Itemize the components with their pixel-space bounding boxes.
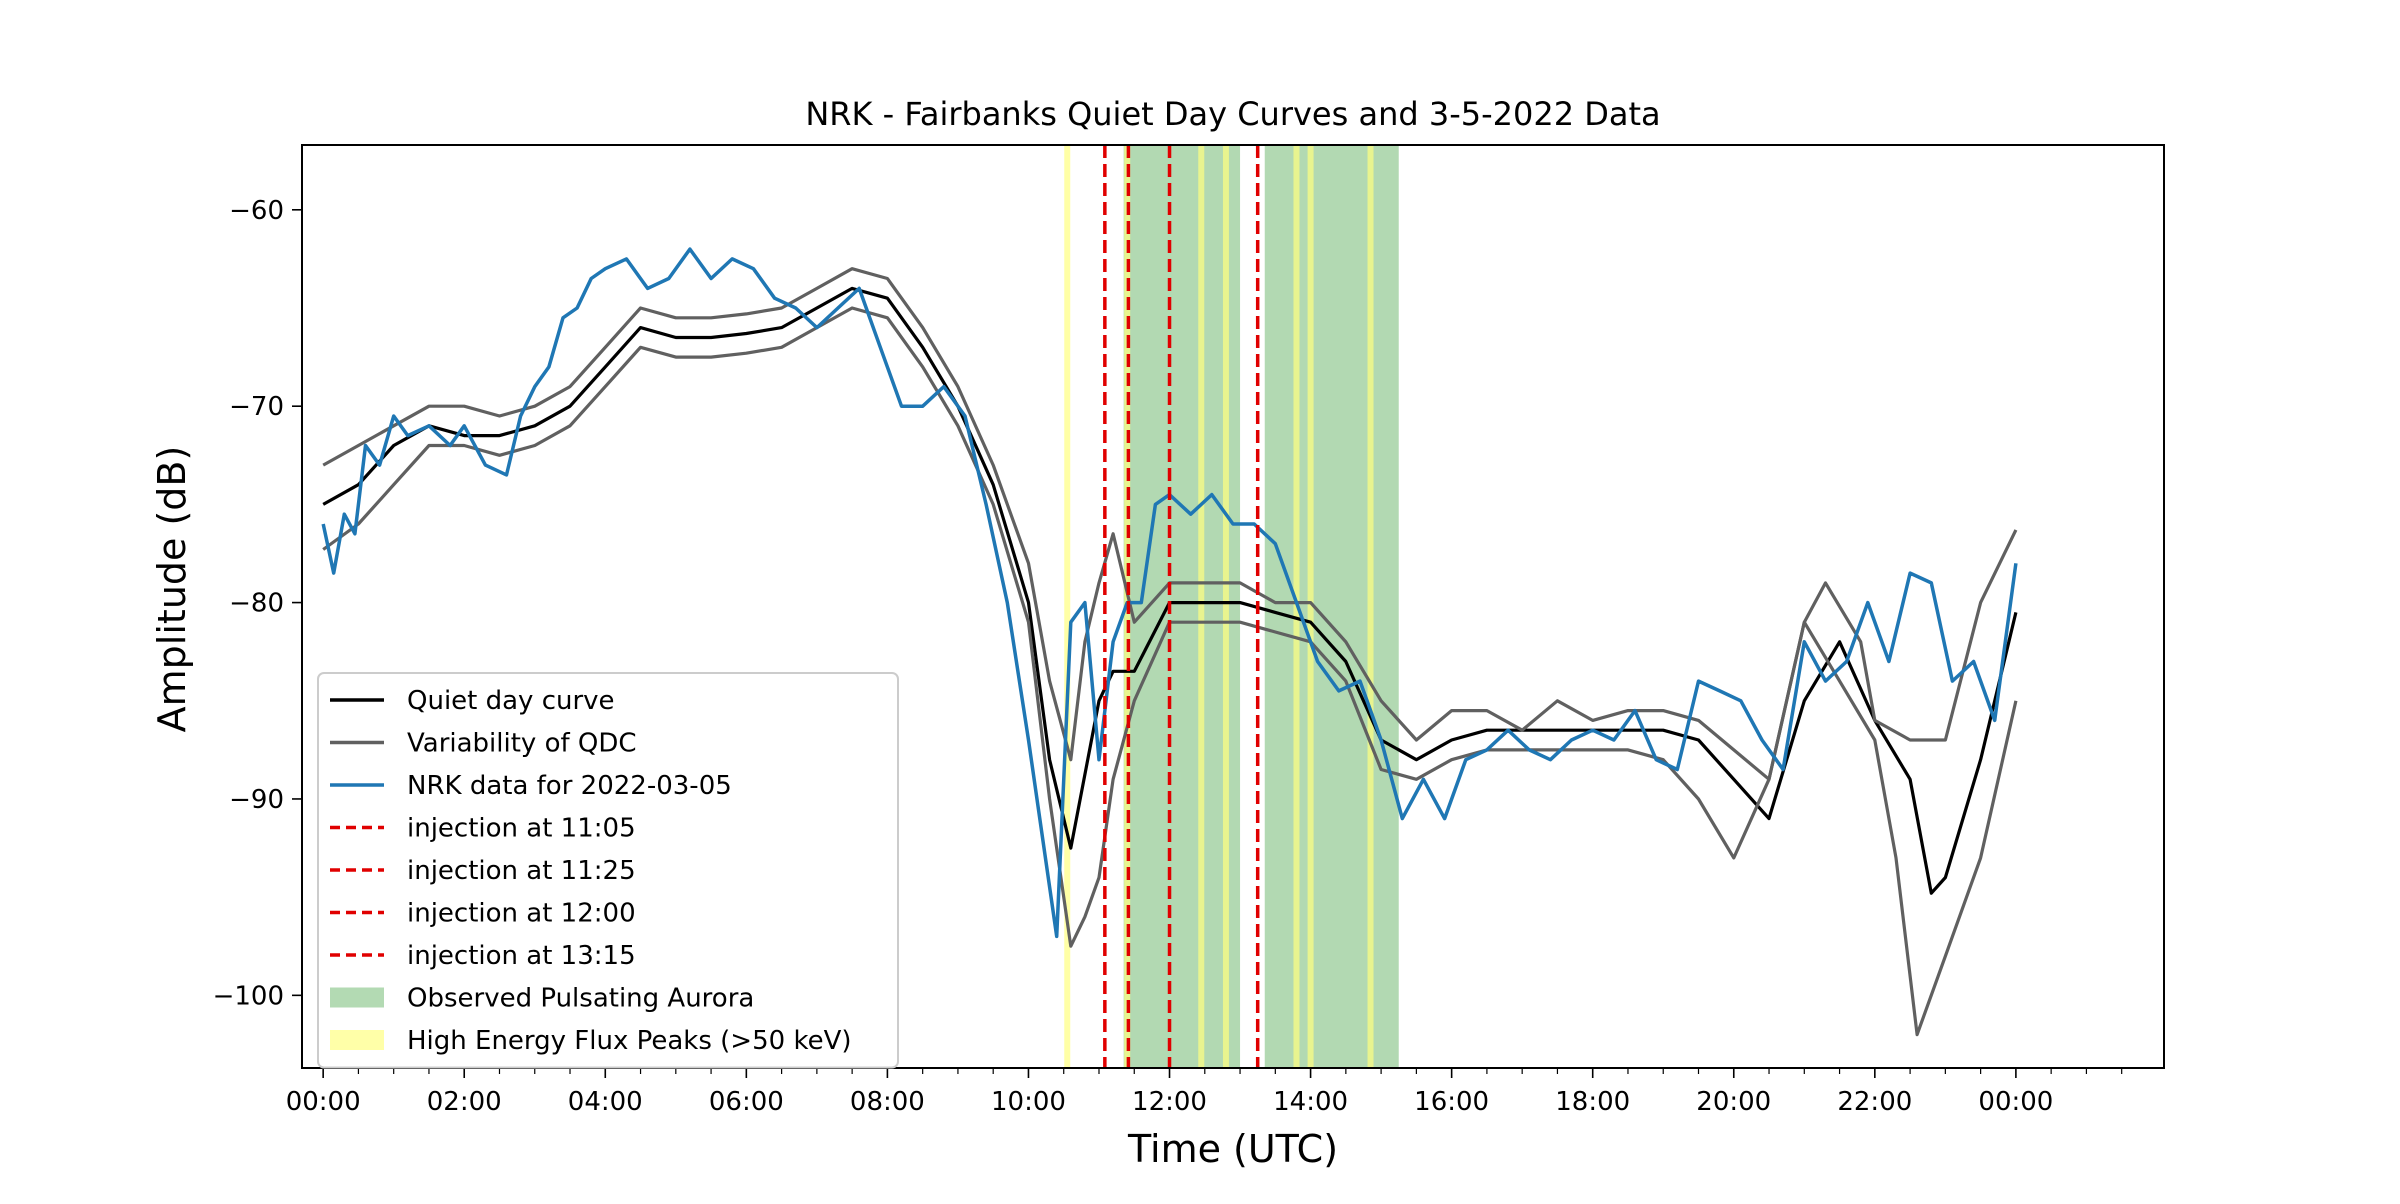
legend-label: injection at 13:15 bbox=[407, 941, 636, 971]
series-line bbox=[322, 286, 2018, 895]
x-tick-label: 16:00 bbox=[1414, 1087, 1489, 1117]
x-tick-label: 18:00 bbox=[1555, 1087, 1630, 1117]
x-tick-label: 20:00 bbox=[1696, 1087, 1771, 1117]
legend-label: High Energy Flux Peaks (>50 keV) bbox=[407, 1026, 852, 1056]
legend-label: Observed Pulsating Aurora bbox=[407, 984, 754, 1014]
legend-label: injection at 11:25 bbox=[407, 856, 636, 886]
x-tick-label: 00:00 bbox=[286, 1087, 361, 1117]
aurora-span bbox=[1264, 145, 1399, 1068]
series-line bbox=[322, 306, 2018, 1037]
legend-swatch bbox=[330, 987, 384, 1008]
flux-peak-band bbox=[1222, 145, 1229, 1068]
x-tick-label: 22:00 bbox=[1837, 1087, 1912, 1117]
y-tick-label: −90 bbox=[229, 785, 284, 815]
legend-label: injection at 11:05 bbox=[407, 814, 636, 844]
legend-label: NRK data for 2022-03-05 bbox=[407, 771, 732, 801]
x-tick-label: 06:00 bbox=[709, 1087, 784, 1117]
legend-box bbox=[317, 672, 899, 1069]
chart-title: NRK - Fairbanks Quiet Day Curves and 3-5… bbox=[805, 95, 1660, 133]
x-tick-label: 00:00 bbox=[1978, 1087, 2053, 1117]
y-axis-label: Amplitude (dB) bbox=[150, 446, 194, 733]
y-tick-label: −60 bbox=[229, 196, 284, 226]
flux-peak-band bbox=[1064, 145, 1071, 1068]
y-tick-label: −100 bbox=[213, 981, 284, 1011]
flux-peak-band bbox=[1307, 145, 1314, 1068]
legend-label: Quiet day curve bbox=[407, 686, 615, 716]
injection-lines bbox=[1103, 145, 1260, 1068]
flux-peak-band bbox=[1367, 145, 1374, 1068]
legend-swatch bbox=[330, 1030, 384, 1050]
x-tick-label: 12:00 bbox=[1132, 1087, 1207, 1117]
legend: Quiet day curve Variability of QDC NRK dat… bbox=[317, 672, 899, 1069]
x-tick-label: 10:00 bbox=[991, 1087, 1066, 1117]
x-tick-label: 02:00 bbox=[427, 1087, 502, 1117]
x-tick-label: 04:00 bbox=[568, 1087, 643, 1117]
flux-peak-band bbox=[1198, 145, 1205, 1068]
aurora-span bbox=[1123, 145, 1241, 1068]
legend-label: Variability of QDC bbox=[407, 729, 637, 759]
legend-label: injection at 12:00 bbox=[407, 899, 636, 929]
x-tick-label: 08:00 bbox=[850, 1087, 925, 1117]
axes: 00:00 02:00 04:00 06:00 08:00 10:00 12:00 14:00… bbox=[213, 144, 2165, 1117]
plot-frame bbox=[301, 144, 2165, 1069]
shaded-bands bbox=[1064, 145, 1399, 1068]
series-line bbox=[322, 267, 2018, 781]
x-axis-label: Time (UTC) bbox=[1127, 1127, 1338, 1171]
y-tick-label: −80 bbox=[229, 589, 284, 619]
x-tick-label: 14:00 bbox=[1273, 1087, 1348, 1117]
y-tick-label: −70 bbox=[229, 392, 284, 422]
